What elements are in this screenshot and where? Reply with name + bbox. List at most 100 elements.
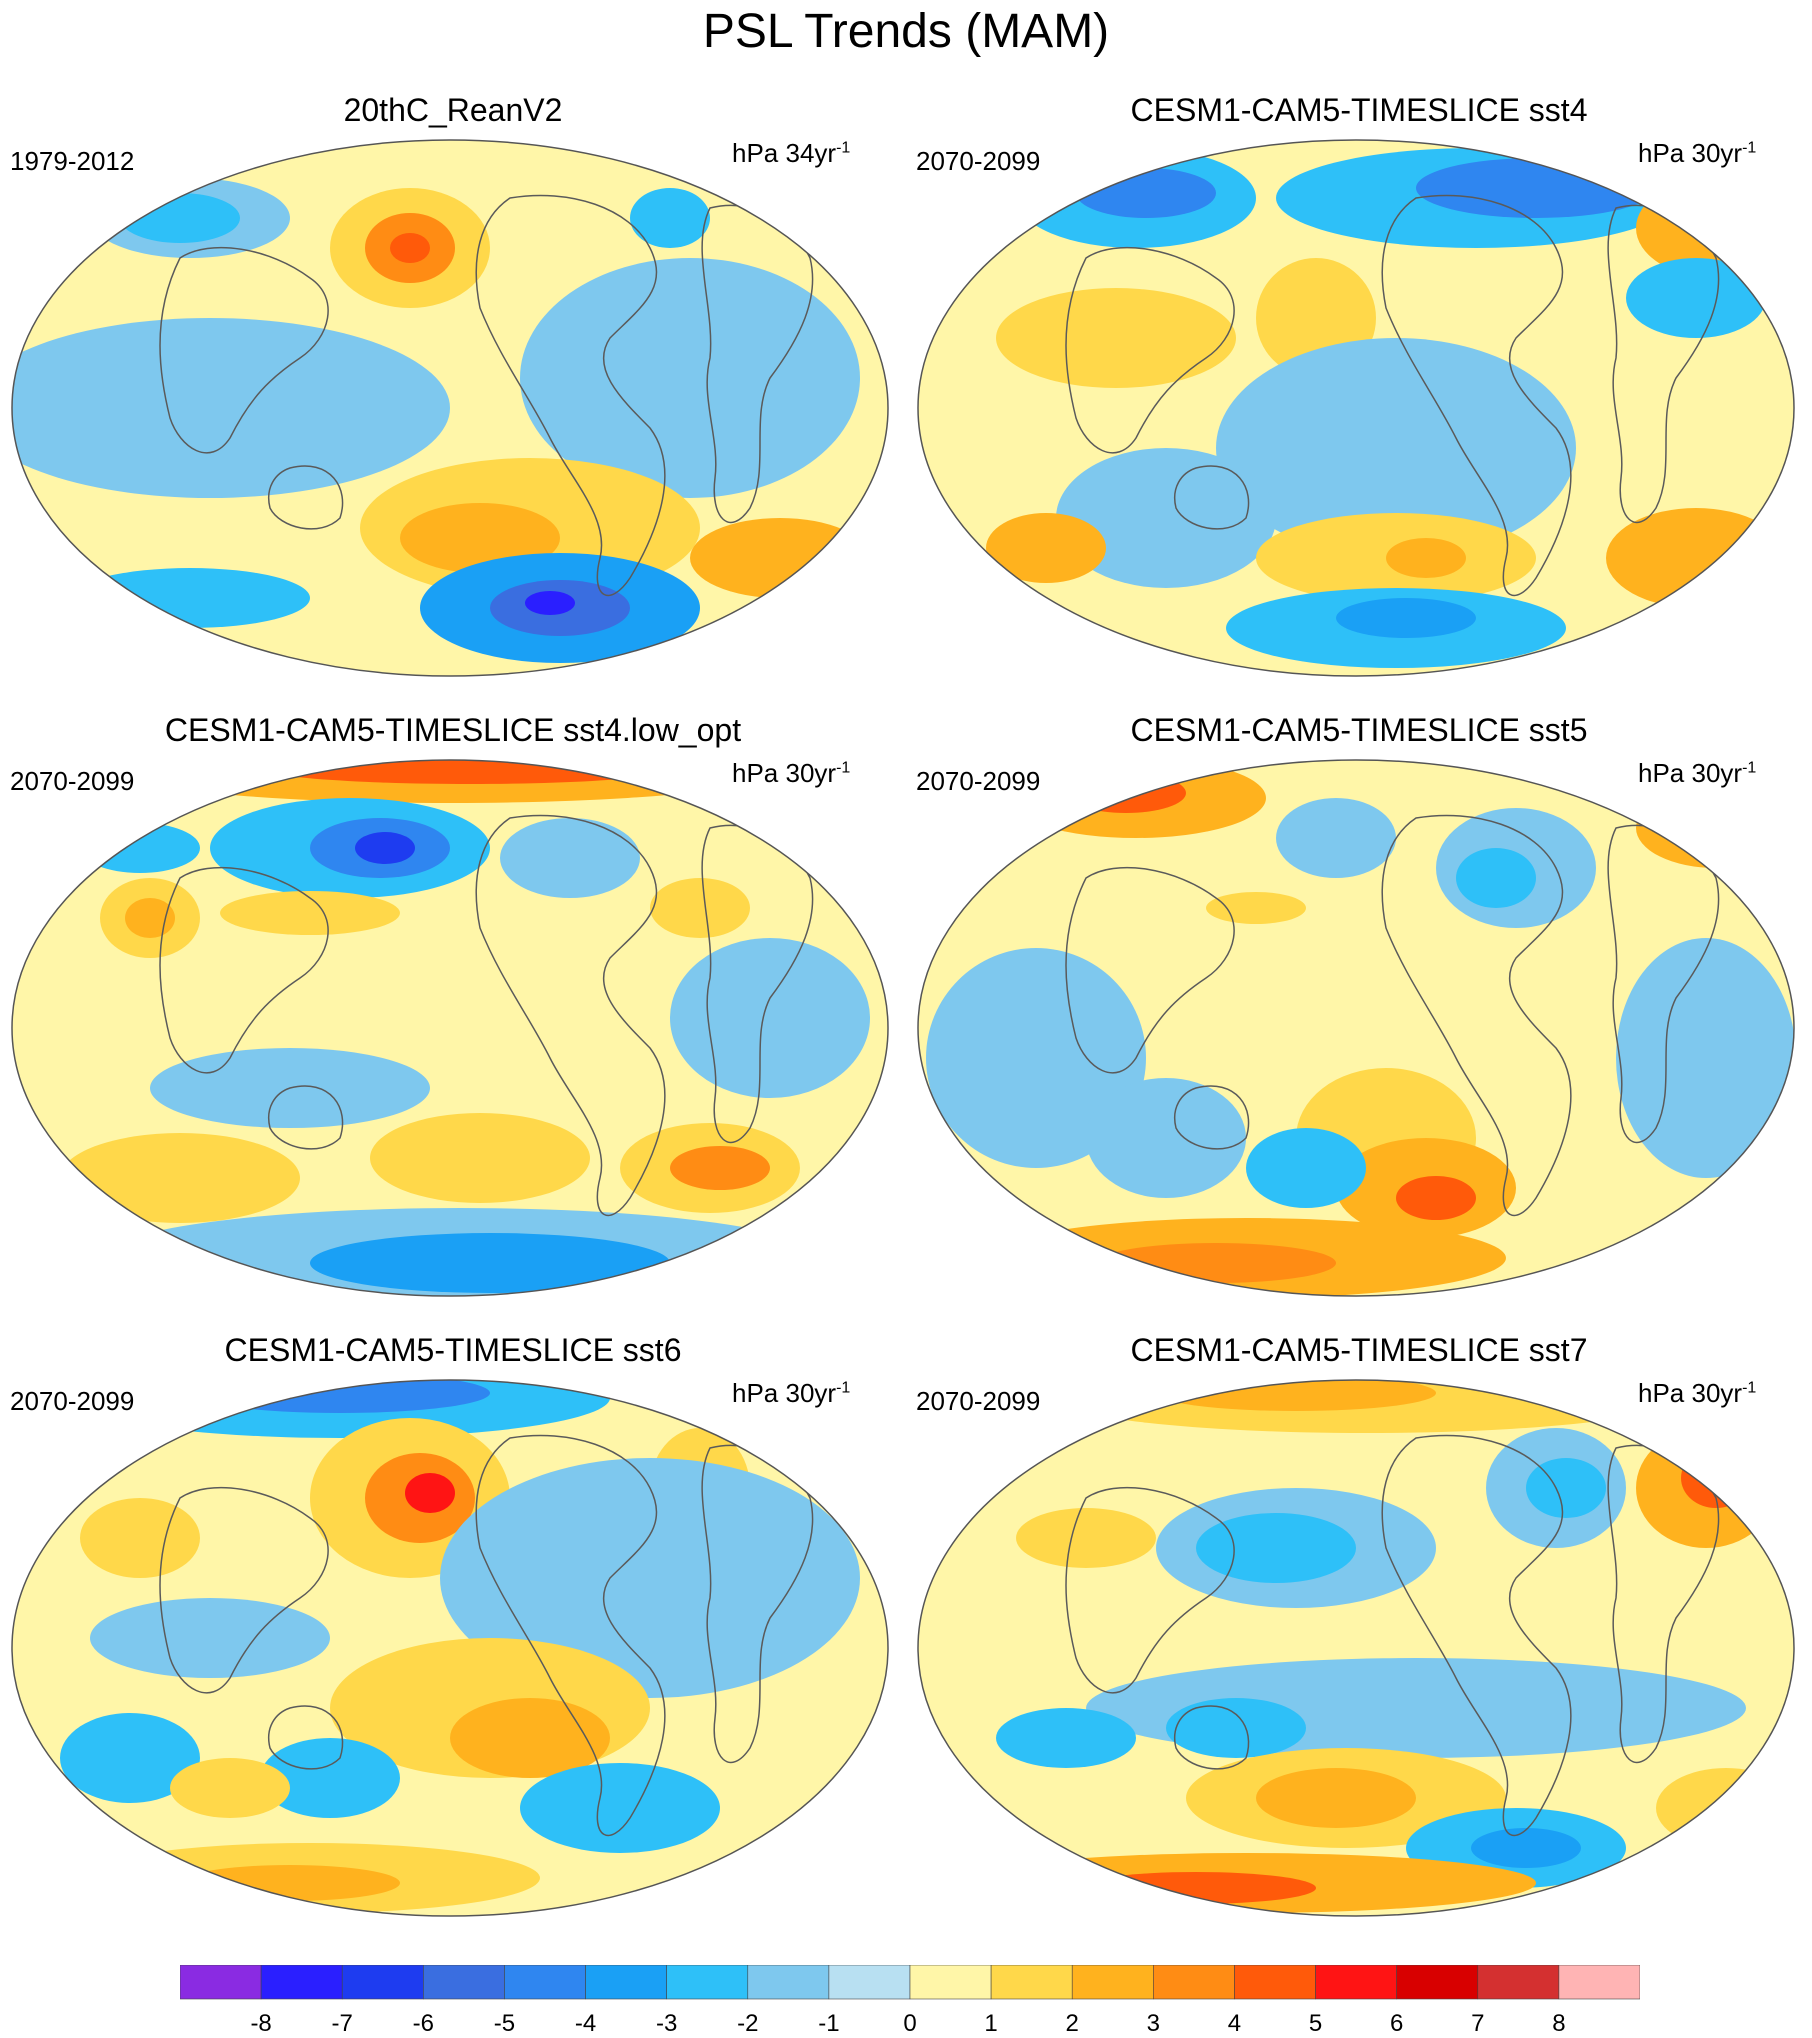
map-panel: CESM1-CAM5-TIMESLICE sst4.low_opt 2070-20… <box>0 620 906 1297</box>
map-border <box>917 1379 1795 1917</box>
panel-period: 2070-2099 <box>10 1386 135 1416</box>
contour-region <box>440 1458 860 1698</box>
contour-region <box>220 891 400 935</box>
panel-title: CESM1-CAM5-TIMESLICE sst5 <box>1130 712 1588 748</box>
contour-region <box>1216 338 1576 558</box>
colorbar-swatch <box>666 1965 749 2000</box>
figure-title: PSL Trends (MAM) <box>702 5 1110 58</box>
map-panel: CESM1-CAM5-TIMESLICE sst6 2070-2099 hPa 30… <box>0 1240 906 1917</box>
contour-region <box>986 513 1106 583</box>
colorbar <box>180 1965 1640 2000</box>
contour-region <box>1456 848 1536 908</box>
coastline <box>1065 866 1235 1074</box>
colorbar-tick-label: 1 <box>984 2010 998 2037</box>
contour-region <box>170 1758 290 1818</box>
contour-region <box>1206 892 1306 924</box>
contour-region <box>1016 1508 1156 1568</box>
map-border <box>917 759 1795 1297</box>
coastline <box>701 204 814 524</box>
coastline <box>1607 824 1720 1144</box>
colorbar-swatch <box>504 1965 586 2000</box>
contour-region <box>450 1698 610 1778</box>
map-border <box>11 1379 889 1917</box>
coastline <box>1065 246 1235 454</box>
contour-region <box>250 760 690 784</box>
colorbar-swatch <box>423 1965 505 2000</box>
colorbar-tick-label: 2 <box>1065 2010 1079 2037</box>
contour-region <box>180 1865 400 1901</box>
contour-region <box>370 1113 590 1203</box>
contour-region <box>650 878 750 938</box>
panel-title: CESM1-CAM5-TIMESLICE sst6 <box>224 1332 682 1368</box>
contour-region <box>520 258 860 498</box>
colorbar-tick-label: -4 <box>574 2010 597 2037</box>
coastline <box>701 1444 814 1764</box>
map-border <box>11 759 889 1297</box>
contour-region <box>1416 158 1656 218</box>
coastline <box>268 1705 344 1770</box>
contour-region <box>80 823 200 873</box>
contour-region <box>1056 448 1276 588</box>
colorbar-tick-label: 4 <box>1227 2010 1242 2037</box>
coastline <box>159 1486 329 1694</box>
map-panel: 20thC_ReanV2 1979-2012 hPa 34yr-1 <box>0 0 906 677</box>
colorbar-swatch <box>585 1965 667 2000</box>
panel-title: 20thC_ReanV2 <box>343 92 563 128</box>
panel-period: 1979-2012 <box>10 146 135 176</box>
contour-region <box>1526 1458 1606 1518</box>
contour-region <box>690 518 870 598</box>
coastline <box>1174 1085 1250 1150</box>
colorbar-tick-label: -3 <box>655 2010 678 2037</box>
contour-region <box>1086 1078 1246 1198</box>
coastline <box>475 194 666 597</box>
contour-region <box>12 318 450 498</box>
contour-region <box>996 1708 1136 1768</box>
contour-region <box>1256 1768 1416 1828</box>
contour-region <box>80 1498 200 1578</box>
contour-region <box>670 938 870 1098</box>
contour-region <box>1276 798 1396 878</box>
contour-region <box>670 1146 770 1190</box>
coastline <box>159 866 329 1074</box>
contour-region <box>630 188 710 248</box>
contour-region <box>60 1133 300 1223</box>
map-panel: CESM1-CAM5-TIMESLICE sst7 2070-2099 hPa 30… <box>906 1240 1812 1917</box>
colorbar-swatch <box>1396 1965 1479 2000</box>
contour-region <box>90 1598 330 1678</box>
colorbar-tick-label: 0 <box>903 2010 917 2037</box>
coastline <box>475 1434 666 1837</box>
coastline <box>1607 204 1720 524</box>
colorbar-tick-label: -5 <box>493 2010 516 2037</box>
colorbar-swatch <box>1234 1965 1316 2000</box>
coastline <box>268 465 344 530</box>
colorbar-swatch <box>747 1965 830 2000</box>
coastline <box>1065 1486 1235 1694</box>
contour-region <box>1626 258 1766 338</box>
panel-units: hPa 30yr-1 <box>1638 1378 1757 1408</box>
panel-period: 2070-2099 <box>916 766 1041 796</box>
contour-region <box>70 568 310 628</box>
panel-units: hPa 30yr-1 <box>732 1378 851 1408</box>
contour-region <box>1336 598 1476 638</box>
map-border <box>917 139 1795 677</box>
colorbar-swatch <box>909 1965 992 2000</box>
coastline <box>1607 1444 1720 1764</box>
map-projection <box>11 759 889 1297</box>
colorbar-tick-label: 5 <box>1308 2010 1323 2037</box>
contour-region <box>1076 1872 1316 1904</box>
colorbar-swatch <box>1071 1965 1154 2000</box>
colorbar-swatch <box>1477 1965 1560 2000</box>
coastline <box>1174 1705 1250 1770</box>
coastline <box>268 1085 344 1150</box>
coastline <box>475 814 666 1217</box>
map-panel: CESM1-CAM5-TIMESLICE sst4 2070-2099 hPa 30… <box>906 0 1812 677</box>
contour-region <box>1166 1698 1306 1758</box>
colorbar-tick-label: -7 <box>331 2010 353 2037</box>
colorbar-tick-label: -8 <box>250 2010 272 2037</box>
contour-region <box>1246 1128 1366 1208</box>
contour-region <box>125 898 175 938</box>
panel-units: hPa 30yr-1 <box>732 758 851 788</box>
contour-region <box>390 233 430 263</box>
panel-units: hPa 34yr-1 <box>732 138 851 168</box>
contour-region <box>260 1738 400 1818</box>
